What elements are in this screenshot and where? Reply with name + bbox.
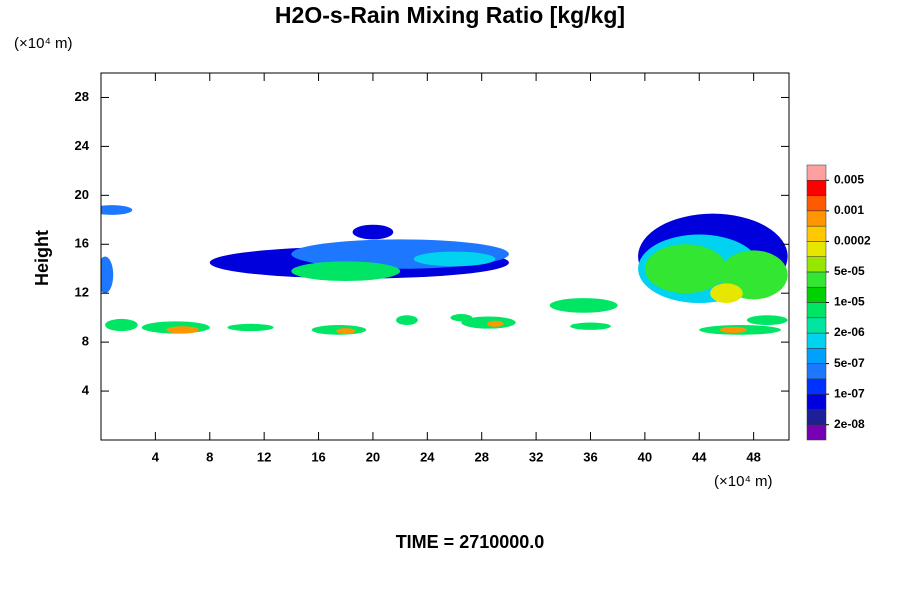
y-tick-label: 28 xyxy=(75,89,89,104)
rain-region xyxy=(710,283,743,303)
x-tick-label: 32 xyxy=(529,449,543,464)
rain-region xyxy=(487,320,504,327)
colorbar-box xyxy=(806,378,827,395)
colorbar-box xyxy=(806,286,827,303)
colorbar-box xyxy=(806,195,827,212)
rain-region xyxy=(352,224,394,240)
x-tick-label: 4 xyxy=(152,449,160,464)
y-tick-label: 16 xyxy=(75,236,89,251)
colorbar-box xyxy=(806,210,827,227)
rain-region xyxy=(549,298,618,313)
rain-region xyxy=(396,315,418,326)
rain-region xyxy=(746,315,788,326)
colorbar-box xyxy=(806,164,827,181)
colorbar-box xyxy=(806,393,827,410)
colorbar-box xyxy=(806,363,827,380)
y-axis-label: Height xyxy=(32,230,52,286)
colorbar-label: 0.0002 xyxy=(834,234,871,248)
rain-region xyxy=(101,256,114,294)
colorbar-label: 1e-07 xyxy=(834,386,865,400)
colorbar-label: 0.005 xyxy=(834,172,864,186)
x-tick-label: 16 xyxy=(311,449,325,464)
chart-title: H2O-s-Rain Mixing Ratio [kg/kg] xyxy=(275,2,625,28)
colorbar-box xyxy=(806,348,827,364)
rain-region xyxy=(166,326,199,334)
rain-region xyxy=(644,244,727,294)
x-unit-label: (×10⁴ m) xyxy=(714,473,773,490)
colorbar-box xyxy=(806,332,827,349)
rain-region xyxy=(105,318,138,332)
colorbar-label: 5e-07 xyxy=(834,356,865,370)
colorbar-label: 1e-05 xyxy=(834,295,865,309)
x-tick-label: 8 xyxy=(206,449,213,464)
colorbar-label: 0.001 xyxy=(834,203,864,217)
x-tick-label: 28 xyxy=(474,449,488,464)
rain-region xyxy=(291,261,401,281)
rain-region xyxy=(719,326,747,333)
colorbar-label: 2e-06 xyxy=(834,325,865,339)
x-tick-label: 12 xyxy=(257,449,271,464)
rain-region xyxy=(413,251,496,267)
colorbar-label: 2e-08 xyxy=(834,417,865,431)
y-tick-label: 24 xyxy=(75,138,90,153)
y-tick-label: 8 xyxy=(82,334,89,349)
x-tick-label: 24 xyxy=(420,449,435,464)
colorbar-box xyxy=(806,409,827,425)
plot-frame xyxy=(100,72,790,441)
rain-region xyxy=(227,323,274,332)
y-tick-label: 12 xyxy=(75,285,89,300)
footer: TIME = 2710000.0 xyxy=(396,532,545,552)
rain-region xyxy=(570,322,611,330)
rain-region xyxy=(101,205,133,215)
x-tick-label: 48 xyxy=(746,449,760,464)
y-tick-label: 20 xyxy=(75,187,89,202)
field xyxy=(101,205,788,335)
colorbar-box xyxy=(806,225,827,242)
colorbar-box xyxy=(806,424,827,441)
rain-region xyxy=(336,328,356,335)
colorbar-box xyxy=(806,241,827,257)
colorbar-box xyxy=(806,180,827,196)
x-tick-label: 36 xyxy=(583,449,597,464)
y-tick-label: 4 xyxy=(82,383,90,398)
x-tick-label: 20 xyxy=(366,449,380,464)
colorbar-box xyxy=(806,256,827,273)
y-unit-label: (×10⁴ m) xyxy=(14,35,73,52)
colorbar-label: 5e-05 xyxy=(834,264,865,278)
colorbar-box xyxy=(806,271,827,288)
x-tick-label: 40 xyxy=(638,449,652,464)
x-tick-label: 44 xyxy=(692,449,707,464)
colorbar-box xyxy=(806,302,827,319)
colorbar-box xyxy=(806,317,827,334)
